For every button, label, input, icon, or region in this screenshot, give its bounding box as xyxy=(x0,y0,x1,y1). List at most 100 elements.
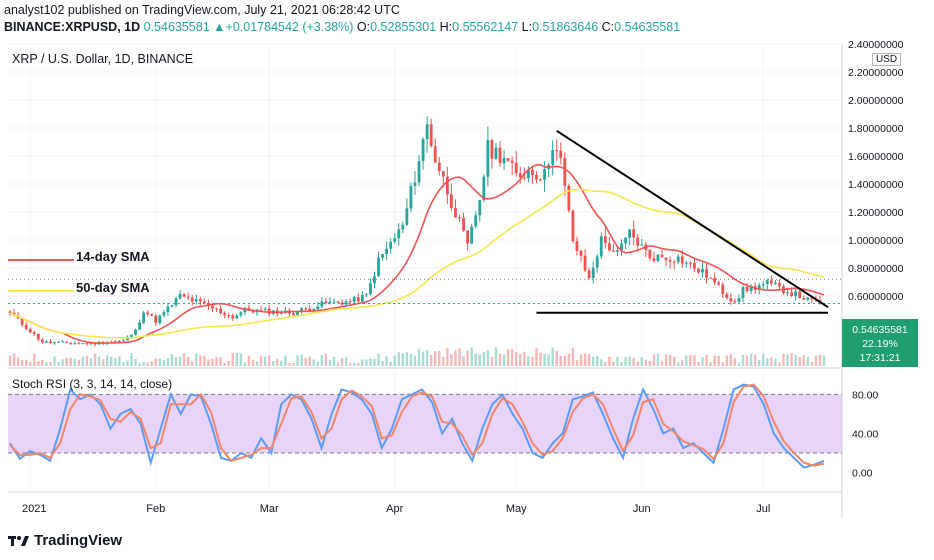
candle-body xyxy=(664,257,668,260)
volume-bar xyxy=(215,357,218,366)
candle-body xyxy=(721,284,725,294)
volume-bar xyxy=(543,353,546,366)
volume-bar xyxy=(381,361,384,366)
volume-bar xyxy=(405,352,409,366)
price-change: +0.01784542 (+3.38%) xyxy=(225,20,354,34)
candle-body xyxy=(251,310,255,313)
candle-body xyxy=(725,293,729,299)
volume-bar xyxy=(551,347,554,366)
volume-bar xyxy=(774,358,777,366)
candle-body xyxy=(729,298,733,302)
volume-bar xyxy=(316,361,319,366)
descending-trendline xyxy=(556,129,829,309)
volume-bar xyxy=(417,348,421,366)
price-axis-label: 2.40000000 xyxy=(848,39,904,51)
volume-bar xyxy=(110,356,113,366)
volume-bar xyxy=(65,357,68,366)
candle-body xyxy=(518,173,522,178)
volume-bar xyxy=(539,352,542,366)
volume-bar xyxy=(612,361,615,366)
volume-bar xyxy=(320,355,324,366)
volume-bar xyxy=(470,347,473,366)
rsi-overbought-oversold-band xyxy=(8,394,842,453)
candle-body xyxy=(733,301,737,303)
volume-bar xyxy=(69,357,72,366)
candle-body xyxy=(616,250,619,252)
candle-body xyxy=(61,341,65,343)
close-label: C: xyxy=(601,20,615,34)
volume-bar xyxy=(446,347,449,366)
candle-body xyxy=(624,237,627,244)
volume-bar xyxy=(535,348,538,366)
volume-bar xyxy=(429,355,433,366)
candle-body xyxy=(409,185,413,209)
volume-bar xyxy=(186,356,190,366)
volume-bar xyxy=(332,356,336,366)
volume-bar xyxy=(672,356,676,366)
volume-bar xyxy=(162,360,166,366)
volume-bar xyxy=(778,362,781,366)
candle-body xyxy=(117,340,121,342)
candle-body xyxy=(223,312,227,316)
volume-bar xyxy=(721,362,724,366)
candle-body xyxy=(304,308,308,310)
volume-bar xyxy=(353,362,356,366)
volume-bar xyxy=(567,353,571,366)
candle-body xyxy=(174,298,178,306)
volume-bar xyxy=(300,354,303,366)
candle-body xyxy=(198,299,202,302)
volume-bar xyxy=(515,352,518,366)
candle-body xyxy=(802,298,806,300)
volume-bar xyxy=(559,355,562,366)
axes: 2.40000000 2.20000000 2.00000000 1.80000000… xyxy=(22,39,904,515)
candle-body xyxy=(389,241,393,249)
candle-body xyxy=(684,262,688,264)
candle-body xyxy=(709,277,713,279)
candle-body xyxy=(239,312,243,316)
currency-label[interactable]: USD xyxy=(872,53,902,66)
volume-bar xyxy=(677,362,680,366)
volume-bar xyxy=(348,362,352,366)
volume-bar xyxy=(733,358,737,366)
volume-bar xyxy=(12,353,16,366)
candle-body xyxy=(595,256,599,268)
volume-bar xyxy=(308,356,311,366)
volume-bar xyxy=(146,362,149,366)
ohlc-line: BINANCE:XRPUSD, 1D 0.54635581 ▲+0.017845… xyxy=(4,19,680,36)
candle-body xyxy=(377,257,380,277)
volume-bar xyxy=(373,358,376,366)
volume-bar xyxy=(519,353,522,366)
stoch-k-line xyxy=(9,383,825,469)
candle-body xyxy=(510,160,514,163)
volume-bar xyxy=(397,352,400,366)
volume-bar xyxy=(749,353,753,366)
volume-bar xyxy=(523,351,526,366)
volume-bar xyxy=(450,354,453,366)
candle-body xyxy=(640,244,644,246)
candle-body xyxy=(632,229,636,238)
candle-body xyxy=(425,124,429,140)
candle-body xyxy=(65,341,69,343)
price-axis-label: 2.20000000 xyxy=(848,67,904,79)
price-axis-label: 0.60000000 xyxy=(848,291,904,303)
stoch-rsi-title: Stoch RSI (3, 3, 14, 14, close) xyxy=(12,377,173,391)
volume-bar xyxy=(458,348,461,366)
candle-body xyxy=(150,314,154,316)
candle-body xyxy=(215,308,218,310)
volume-bar xyxy=(231,353,234,366)
candle-body xyxy=(381,254,384,258)
time-axis-label: Mar xyxy=(260,503,279,515)
volume-bar xyxy=(652,354,656,366)
volume-bar xyxy=(466,350,469,366)
tradingview-logo[interactable]: TradingView xyxy=(8,532,122,549)
volume-bar xyxy=(616,356,619,366)
candle-body xyxy=(243,307,247,313)
volume-bar xyxy=(324,353,328,366)
candle-body xyxy=(498,147,502,164)
volume-bar xyxy=(600,359,603,366)
candle-body xyxy=(470,226,474,244)
candle-body xyxy=(138,322,141,330)
candle-body xyxy=(543,169,546,180)
volume-bar xyxy=(53,356,56,366)
